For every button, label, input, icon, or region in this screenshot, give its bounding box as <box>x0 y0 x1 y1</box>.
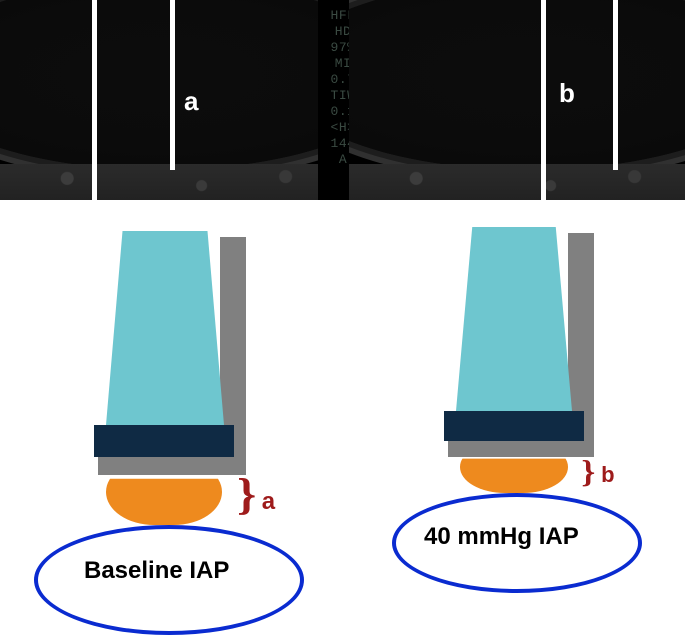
us-meta: A <box>339 152 347 167</box>
brace-a: } a <box>238 473 275 517</box>
us-left-line-2 <box>170 0 175 170</box>
bracket-horizontal <box>98 457 246 475</box>
probe-body <box>456 227 572 411</box>
ultrasound-panel: a HFL HD 97% MI 0.7 TIW 0.1 <H> 144 A b <box>0 0 685 200</box>
brace-b: } b <box>582 455 615 487</box>
us-right-lumen <box>349 0 685 170</box>
schematic-panel: } a Baseline IAP } b 40 mmHg IAP <box>0 225 685 595</box>
probe-foot <box>444 411 584 441</box>
us-right-line-1 <box>541 0 546 200</box>
probe-group-40mmhg: } b 40 mmHg IAP <box>390 225 685 595</box>
us-right-line-2 <box>613 0 618 170</box>
bracket-horizontal <box>448 441 594 457</box>
us-left-label: a <box>184 86 198 117</box>
probe-foot <box>94 425 234 457</box>
brace-label: b <box>601 462 614 487</box>
us-left-line-1 <box>92 0 97 200</box>
us-left-tissue <box>0 164 336 200</box>
brace-symbol: } <box>581 455 595 487</box>
caption-baseline: Baseline IAP <box>84 557 229 585</box>
ultrasound-right: b <box>349 0 685 200</box>
us-right-tissue <box>349 164 685 200</box>
us-right-label: b <box>559 78 575 109</box>
brace-symbol: } <box>237 473 256 517</box>
brace-label: a <box>262 488 275 515</box>
ultrasound-left: a <box>0 0 336 200</box>
probe-group-baseline: } a Baseline IAP <box>40 225 340 595</box>
caption-40mmhg: 40 mmHg IAP <box>424 523 579 551</box>
us-left-lumen <box>0 0 336 170</box>
probe-body <box>106 231 224 425</box>
